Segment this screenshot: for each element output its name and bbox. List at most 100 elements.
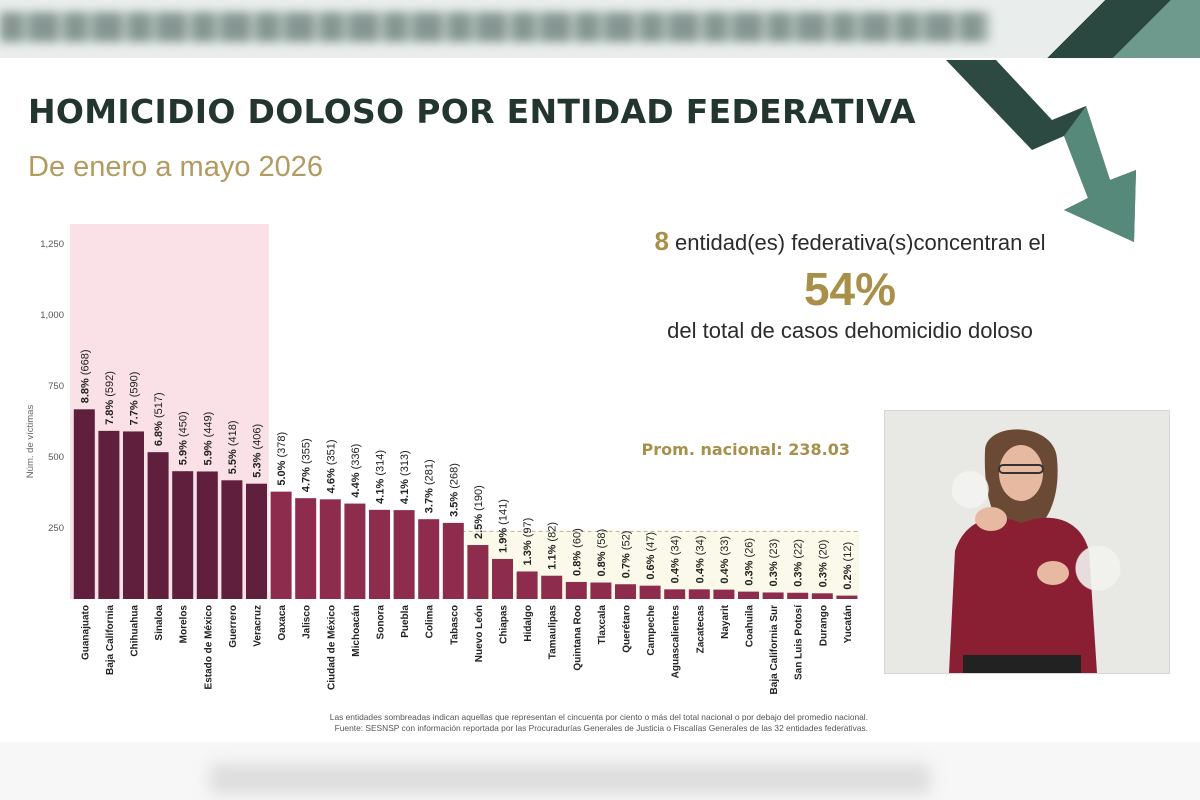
- data-label-percent: 5.9%: [178, 437, 190, 465]
- data-label-count: (20): [817, 540, 829, 560]
- bar-hidalgo: [516, 571, 538, 599]
- data-label-count: (281): [424, 459, 436, 485]
- bar-quintana-roo: [565, 581, 587, 599]
- bar-tabasco: [442, 522, 464, 599]
- data-label: 3.5% (268): [448, 463, 460, 517]
- data-label: 4.4% (336): [350, 444, 362, 498]
- data-label: 0.4% (33): [719, 536, 731, 584]
- data-label-percent: 0.3%: [793, 559, 805, 587]
- data-label-percent: 3.5%: [448, 489, 460, 517]
- data-label: 0.2% (12): [842, 542, 854, 590]
- data-label-percent: 0.4%: [719, 555, 731, 583]
- y-tick-label: 1,000: [40, 310, 64, 321]
- page-title: HOMICIDIO DOLOSO POR ENTIDAD FEDERATIVA: [28, 92, 916, 131]
- footnote-shading: Las entidades sombreadas indican aquella…: [329, 712, 868, 722]
- data-label: 4.1% (313): [399, 450, 411, 504]
- bar-coahuila: [738, 591, 759, 599]
- category-label: Baja California Sur: [769, 605, 780, 695]
- data-label-percent: 7.7%: [129, 397, 141, 425]
- y-tick-label: 1,250: [40, 239, 64, 250]
- data-label-count: (351): [325, 439, 337, 465]
- category-label: Sonora: [376, 605, 387, 640]
- states-count: 8: [654, 226, 669, 256]
- data-label: 7.7% (590): [129, 372, 141, 426]
- data-label: 6.8% (517): [153, 392, 165, 446]
- blurred-caption: [210, 764, 930, 794]
- data-label: 0.6% (47): [645, 532, 657, 580]
- bar-quer-taro: [615, 584, 636, 599]
- page-subtitle: De enero a mayo 2026: [28, 151, 324, 183]
- data-label-count: (33): [719, 536, 731, 556]
- data-label-count: (47): [645, 532, 657, 552]
- summary-percent: 54%: [803, 263, 897, 315]
- category-label: Michoacán: [351, 605, 362, 657]
- data-label-count: (82): [547, 522, 559, 542]
- data-label-percent: 0.3%: [817, 559, 829, 587]
- data-label-percent: 3.7%: [424, 485, 436, 513]
- category-label: Jalisco: [302, 605, 313, 639]
- bottom-banner: [0, 742, 1200, 800]
- data-label-count: (34): [670, 536, 682, 556]
- data-label-count: (60): [571, 528, 583, 548]
- category-label: Chihuahua: [130, 605, 141, 657]
- data-label: 2.5% (190): [473, 485, 485, 539]
- data-label-count: (449): [202, 412, 214, 438]
- y-axis-label: Núm. de víctimas: [25, 405, 36, 479]
- data-label-count: (34): [694, 536, 706, 556]
- data-label: 0.3% (20): [817, 540, 829, 588]
- data-label: 4.7% (355): [301, 438, 313, 492]
- data-label-percent: 5.0%: [276, 458, 288, 486]
- sign-language-interpreter-video: [884, 410, 1170, 674]
- category-label: Campeche: [646, 605, 657, 656]
- footnote-source: Fuente: SESNSP con información reportada…: [334, 723, 868, 733]
- data-label-count: (450): [178, 411, 190, 437]
- category-label: Yucatán: [843, 605, 854, 643]
- category-label: Nayarit: [720, 604, 731, 639]
- bar-guanajuato: [73, 409, 95, 599]
- data-label: 0.3% (23): [768, 539, 780, 587]
- data-label-percent: 5.9%: [202, 437, 214, 465]
- data-label-percent: 0.6%: [645, 552, 657, 580]
- homicide-bar-chart: 250 500 750 1,000 1,250 Núm. de víctimas Prom.…: [25, 224, 860, 695]
- bar-veracruz: [246, 483, 267, 599]
- bar-colima: [418, 519, 440, 599]
- bar-tamaulipas: [541, 575, 563, 599]
- data-label: 0.3% (26): [744, 538, 756, 586]
- data-label: 4.1% (314): [375, 450, 387, 504]
- category-label: Oaxaca: [277, 605, 288, 641]
- bar-nayarit: [713, 589, 735, 599]
- data-label-percent: 1.3%: [522, 537, 534, 565]
- data-label-percent: 4.1%: [375, 476, 387, 504]
- data-label-percent: 0.8%: [571, 548, 583, 576]
- category-label: Colima: [425, 605, 436, 639]
- data-label: 0.8% (60): [571, 528, 583, 576]
- data-label: 1.3% (97): [522, 518, 534, 566]
- data-label-count: (58): [596, 529, 608, 549]
- bar-baja-california-sur: [762, 592, 784, 599]
- bar-yucat-n: [836, 595, 858, 599]
- corner-decoration: [1040, 0, 1200, 58]
- category-label: Hidalgo: [523, 605, 534, 642]
- bar-chihuahua: [123, 431, 144, 599]
- data-label-percent: 7.8%: [104, 397, 116, 425]
- data-label-percent: 5.3%: [252, 450, 264, 478]
- data-label: 1.1% (82): [547, 522, 559, 570]
- y-tick-label: 500: [48, 452, 64, 463]
- data-label-percent: 4.7%: [301, 464, 313, 492]
- bar-jalisco: [295, 498, 317, 599]
- data-label-percent: 8.8%: [79, 375, 91, 403]
- bar-michoac-n: [344, 503, 366, 599]
- category-label: Tabasco: [449, 605, 460, 645]
- data-label: 5.0% (378): [276, 432, 288, 486]
- data-label-count: (313): [399, 450, 411, 476]
- category-label: Nuevo León: [474, 605, 485, 662]
- bar-san-luis-potos-: [787, 592, 809, 599]
- data-label-count: (355): [301, 438, 313, 464]
- data-label: 4.6% (351): [325, 439, 337, 493]
- data-label-percent: 0.3%: [768, 558, 780, 586]
- data-label: 1.9% (141): [498, 499, 510, 553]
- category-label: Querétaro: [622, 605, 633, 653]
- category-label: Quintana Roo: [572, 605, 583, 671]
- data-label-count: (590): [129, 372, 141, 398]
- category-label: Estado de México: [203, 605, 214, 689]
